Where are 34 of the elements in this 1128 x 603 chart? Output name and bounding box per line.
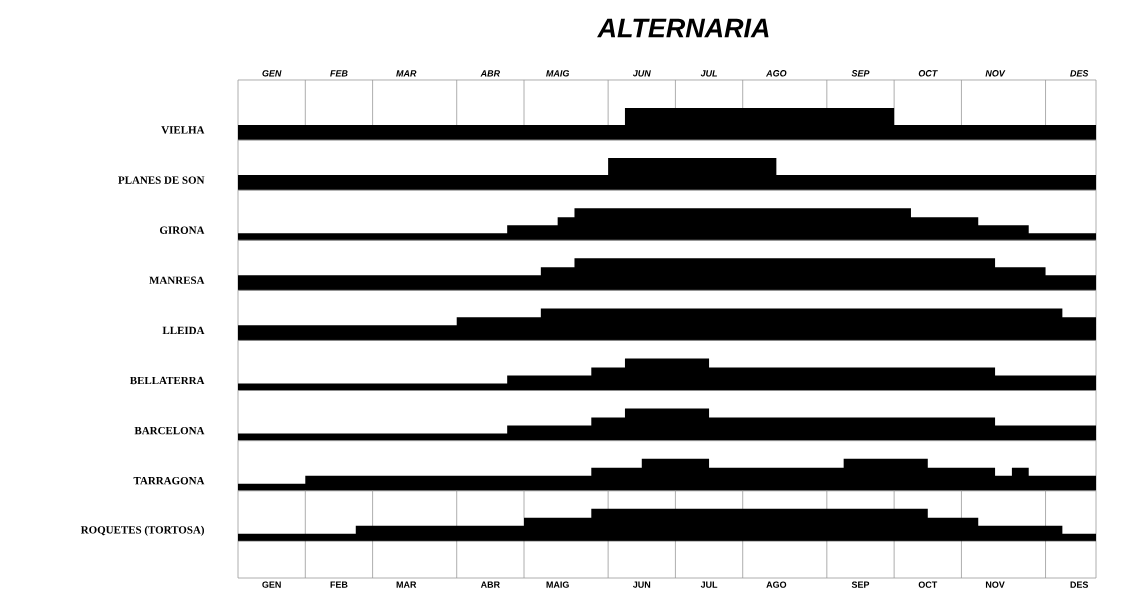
- x-tick-label: MAIG: [546, 70, 570, 77]
- x-tick-label: MAR: [396, 581, 417, 588]
- x-tick-label: SEP: [851, 581, 870, 588]
- x-tick-label: MAR: [396, 70, 417, 77]
- x-tick-label: JUL: [700, 581, 718, 588]
- x-tick-label: GEN: [262, 70, 282, 77]
- x-tick-label: DES: [1070, 70, 1089, 77]
- x-tick-label: OCT: [918, 70, 938, 77]
- x-tick-label: MAIG: [546, 581, 569, 588]
- text: BARCELONA: [134, 426, 205, 435]
- x-tick-label: NOV: [985, 70, 1006, 77]
- x-tick-label: NOV: [985, 581, 1005, 588]
- x-tick-label: OCT: [918, 581, 938, 588]
- x-tick-label: AGO: [766, 581, 787, 588]
- text: TARRAGONA: [133, 477, 205, 485]
- x-tick-label: ABR: [480, 70, 501, 77]
- chart-title: ALTERNARIA: [597, 18, 769, 38]
- x-tick-label: FEB: [330, 581, 348, 588]
- text: VIELHA: [161, 126, 205, 134]
- text: GIRONA: [159, 226, 205, 234]
- x-tick-label: JUN: [632, 70, 651, 77]
- x-tick-label: SEP: [851, 70, 870, 77]
- x-tick-label: JUN: [632, 581, 651, 588]
- text: ROQUETES (TORTOSA): [80, 525, 204, 536]
- x-tick-label: FEB: [330, 70, 348, 77]
- text: LLEIDA: [162, 326, 205, 335]
- x-tick-label: AGO: [765, 70, 787, 77]
- text: PLANES DE SON: [118, 176, 205, 184]
- x-tick-label: JUL: [700, 70, 718, 77]
- x-tick-label: ABR: [480, 581, 500, 588]
- text: BELLATERRA: [129, 376, 205, 385]
- text: MANRESA: [149, 276, 205, 284]
- x-tick-label: DES: [1070, 581, 1089, 588]
- x-tick-label: GEN: [262, 581, 281, 588]
